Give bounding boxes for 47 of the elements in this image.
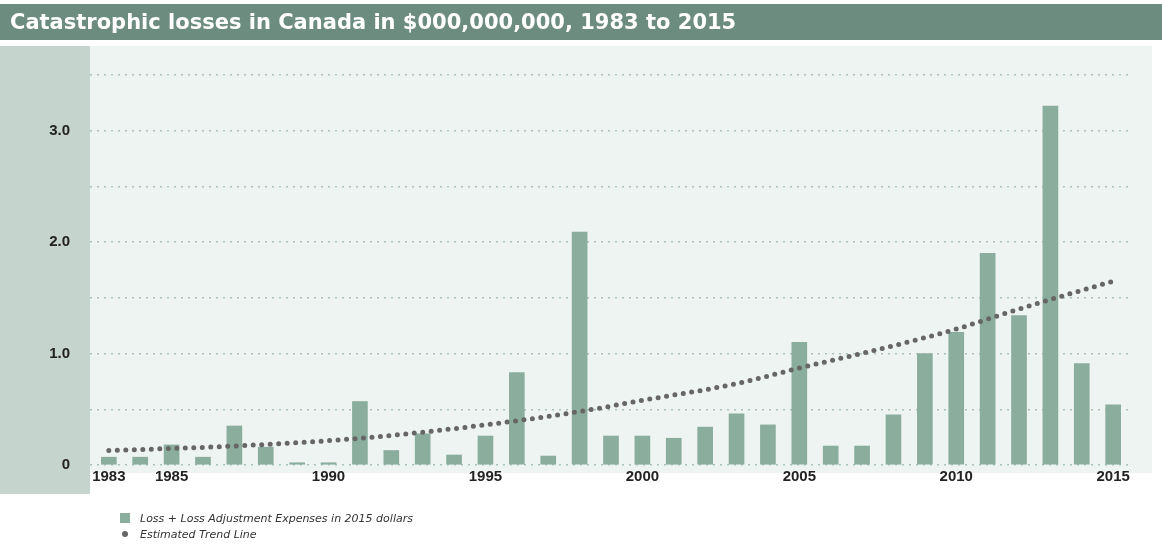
bar: [665, 437, 682, 465]
bar: [477, 435, 494, 465]
x-tick-label: 2000: [625, 467, 660, 485]
bar: [885, 414, 902, 465]
y-tick-label: 0: [61, 455, 70, 473]
bar: [571, 231, 588, 465]
bar: [1011, 315, 1027, 465]
bar: [352, 401, 368, 465]
bar: [634, 435, 651, 465]
bar: [760, 424, 776, 465]
bar: [791, 342, 808, 465]
bar: [854, 445, 870, 465]
bar: [509, 372, 525, 465]
x-tick-label: 2015: [1096, 467, 1130, 485]
bar: [697, 426, 713, 465]
x-tick-label: 2010: [939, 467, 973, 485]
bar: [226, 425, 243, 465]
y-tick-label: 3.0: [49, 120, 70, 138]
bar: [320, 462, 337, 465]
x-tick-label: 1995: [468, 467, 503, 485]
bar: [446, 454, 462, 465]
bar: [1042, 105, 1059, 465]
bar: [540, 455, 557, 465]
x-tick-label: 2005: [782, 467, 816, 485]
bar: [101, 456, 117, 465]
bar: [603, 435, 619, 465]
bar: [383, 450, 400, 465]
bar: [948, 332, 965, 465]
legend-label: Loss + Loss Adjustment Expenses in 2015 dollars: [140, 511, 413, 525]
bar: [728, 413, 745, 465]
bar: [1105, 404, 1121, 465]
bar: [917, 353, 933, 465]
bar: [195, 456, 211, 465]
bar: [414, 433, 431, 465]
legend-label: Estimated Trend Line: [140, 527, 257, 541]
bar: [289, 462, 305, 465]
x-tick-label: 1983: [92, 467, 126, 485]
bar: [979, 252, 996, 465]
bar: [257, 446, 274, 465]
chart-title: Catastrophic losses in Canada in $000,000,000, 1983 to 2015: [0, 4, 1162, 40]
y-tick-label: 2.0: [49, 232, 70, 250]
bar: [822, 445, 839, 465]
bar: [1073, 363, 1090, 465]
x-tick-label: 1985: [154, 467, 189, 485]
y-tick-label: 1.0: [49, 343, 70, 361]
bar: [132, 456, 149, 465]
x-tick-label: 1990: [311, 467, 346, 485]
